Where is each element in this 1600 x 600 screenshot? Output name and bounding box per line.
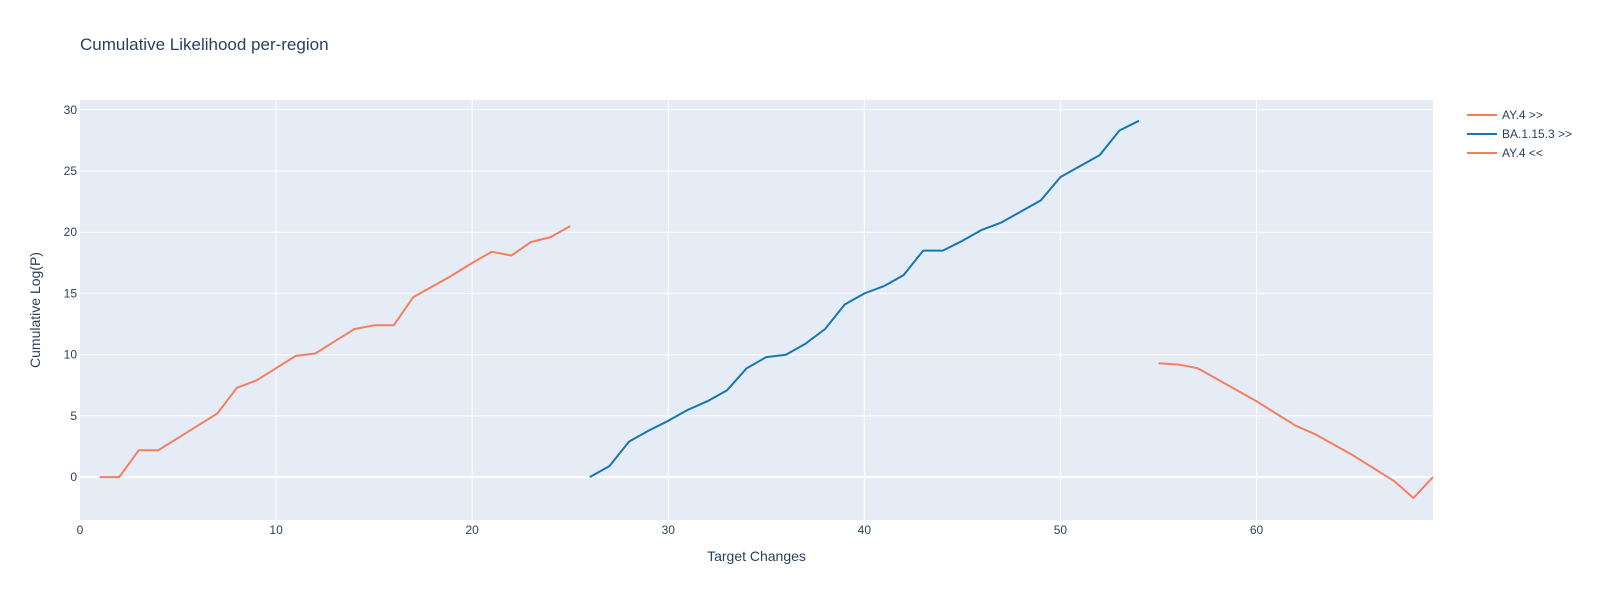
series-line-0[interactable] [99, 225, 571, 479]
x-tick-label: 20 [465, 523, 479, 537]
series-layer [99, 119, 1434, 499]
y-tick-label: 20 [64, 225, 78, 239]
x-tick-label: 30 [662, 523, 676, 537]
y-tick-label: 15 [64, 286, 78, 300]
x-tick-label: 10 [269, 523, 283, 537]
legend-item-0[interactable]: AY.4 >> [1467, 108, 1543, 122]
y-axis-label: Cumulative Log(P) [27, 252, 43, 368]
legend-label: BA.1.15.3 >> [1502, 127, 1572, 141]
legend-label: AY.4 << [1502, 146, 1543, 160]
plot-area [80, 100, 1433, 520]
ticks-layer: 0 10 20 30 40 50 60 0 5 10 15 20 25 30 [64, 103, 1264, 537]
y-tick-label: 10 [64, 348, 78, 362]
legend[interactable]: AY.4 >> BA.1.15.3 >> AY.4 << [1467, 108, 1572, 160]
series-line-2[interactable] [1158, 362, 1434, 499]
legend-label: AY.4 >> [1502, 108, 1543, 122]
y-tick-label: 5 [70, 409, 77, 423]
y-tick-label: 30 [64, 103, 78, 117]
series-line-1[interactable] [589, 119, 1140, 478]
x-tick-label: 0 [77, 523, 84, 537]
x-axis-label: Target Changes [707, 548, 806, 564]
y-tick-label: 25 [64, 164, 78, 178]
chart-title: Cumulative Likelihood per-region [80, 35, 329, 54]
x-tick-label: 40 [858, 523, 872, 537]
legend-item-1[interactable]: BA.1.15.3 >> [1467, 127, 1572, 141]
x-tick-label: 50 [1054, 523, 1068, 537]
legend-item-2[interactable]: AY.4 << [1467, 146, 1543, 160]
y-tick-label: 0 [70, 470, 77, 484]
x-tick-label: 60 [1250, 523, 1264, 537]
